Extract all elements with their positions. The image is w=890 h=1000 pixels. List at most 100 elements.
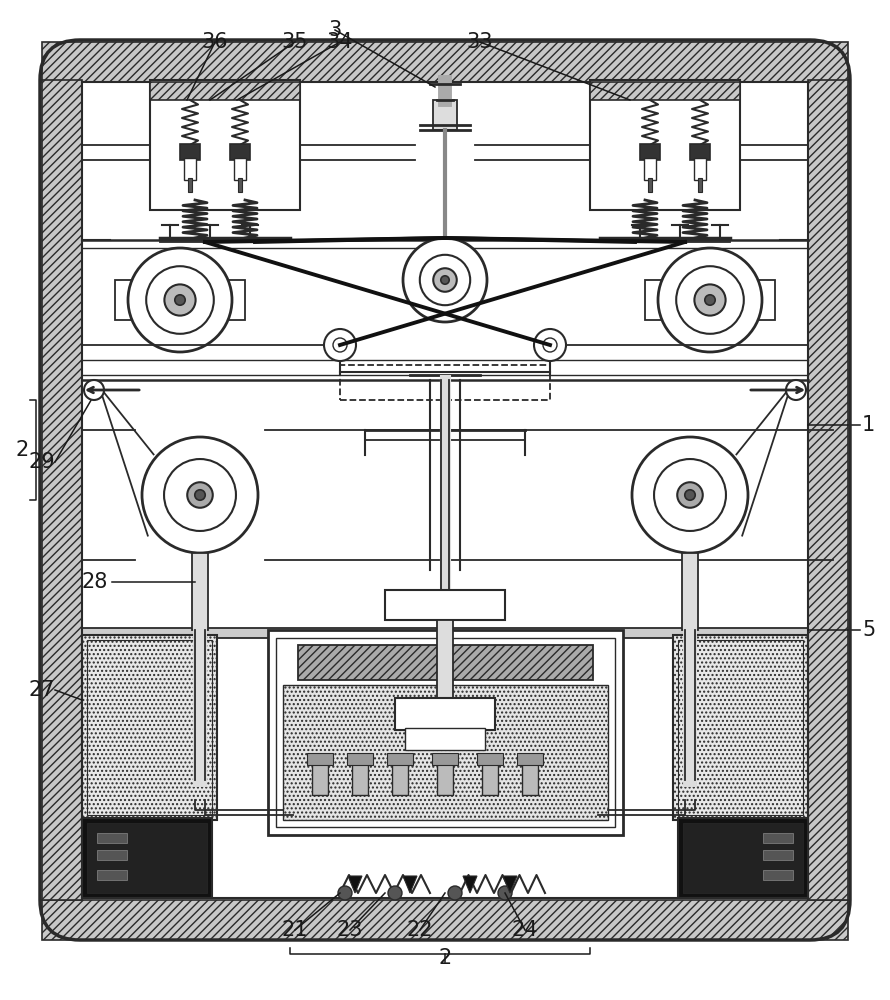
- Bar: [230, 144, 250, 160]
- Text: 23: 23: [336, 920, 363, 940]
- Bar: [644, 158, 656, 180]
- Text: 28: 28: [82, 572, 109, 592]
- Bar: [477, 753, 503, 765]
- Circle shape: [705, 295, 716, 305]
- Circle shape: [338, 886, 352, 900]
- Circle shape: [677, 482, 703, 508]
- Circle shape: [164, 459, 236, 531]
- Circle shape: [420, 255, 470, 305]
- Bar: [42, 900, 848, 940]
- Bar: [276, 638, 615, 827]
- Circle shape: [187, 482, 213, 508]
- Bar: [683, 823, 803, 893]
- Circle shape: [142, 437, 258, 553]
- Circle shape: [195, 490, 206, 500]
- Bar: [97, 850, 127, 860]
- Circle shape: [543, 338, 557, 352]
- Bar: [522, 755, 538, 795]
- Bar: [387, 753, 413, 765]
- Bar: [517, 753, 543, 765]
- Bar: [340, 365, 550, 400]
- Bar: [82, 818, 212, 898]
- Bar: [188, 178, 192, 192]
- Bar: [433, 100, 457, 130]
- Bar: [82, 82, 808, 898]
- Text: 34: 34: [327, 32, 353, 52]
- Bar: [395, 698, 495, 730]
- Circle shape: [388, 886, 402, 900]
- Bar: [640, 144, 660, 160]
- Bar: [385, 590, 505, 620]
- Bar: [590, 80, 740, 210]
- Bar: [673, 635, 808, 820]
- Bar: [268, 630, 623, 835]
- Polygon shape: [348, 876, 362, 893]
- Circle shape: [534, 329, 566, 361]
- Bar: [392, 755, 408, 795]
- Bar: [150, 80, 300, 210]
- Circle shape: [165, 284, 196, 316]
- Bar: [97, 833, 127, 843]
- Bar: [682, 553, 698, 630]
- Circle shape: [684, 490, 695, 500]
- Bar: [437, 620, 453, 700]
- Circle shape: [441, 276, 449, 284]
- Bar: [694, 158, 706, 180]
- Bar: [87, 640, 212, 815]
- Bar: [437, 755, 453, 795]
- Circle shape: [498, 886, 512, 900]
- Text: 1: 1: [862, 415, 875, 435]
- Circle shape: [403, 238, 487, 322]
- Bar: [678, 818, 808, 898]
- Bar: [87, 823, 207, 893]
- Circle shape: [433, 268, 457, 292]
- Bar: [150, 82, 300, 100]
- Bar: [482, 755, 498, 795]
- Circle shape: [654, 459, 726, 531]
- Text: 3: 3: [328, 20, 342, 40]
- Bar: [238, 178, 242, 192]
- Bar: [192, 553, 208, 630]
- Text: 29: 29: [28, 452, 55, 472]
- Bar: [432, 753, 458, 765]
- Circle shape: [174, 295, 185, 305]
- Bar: [347, 753, 373, 765]
- Bar: [307, 753, 333, 765]
- Bar: [808, 80, 848, 900]
- Bar: [763, 850, 793, 860]
- Circle shape: [786, 380, 806, 400]
- Text: 21: 21: [282, 920, 308, 940]
- Bar: [42, 42, 848, 82]
- Text: 27: 27: [28, 680, 55, 700]
- Bar: [115, 280, 145, 320]
- Bar: [82, 628, 808, 638]
- Polygon shape: [463, 876, 477, 893]
- Text: 2: 2: [439, 948, 451, 968]
- Bar: [184, 158, 196, 180]
- Circle shape: [448, 886, 462, 900]
- Bar: [312, 755, 328, 795]
- Bar: [234, 158, 246, 180]
- Circle shape: [658, 248, 762, 352]
- Bar: [698, 178, 702, 192]
- Text: 33: 33: [466, 32, 493, 52]
- Text: 24: 24: [512, 920, 538, 940]
- Text: 5: 5: [862, 620, 875, 640]
- Text: 2: 2: [15, 440, 28, 460]
- Text: 36: 36: [202, 32, 229, 52]
- Circle shape: [146, 266, 214, 334]
- Bar: [180, 144, 200, 160]
- Bar: [690, 144, 710, 160]
- Bar: [283, 685, 608, 820]
- Circle shape: [84, 380, 104, 400]
- Circle shape: [333, 338, 347, 352]
- Text: 35: 35: [282, 32, 308, 52]
- Bar: [352, 755, 368, 795]
- Bar: [97, 870, 127, 880]
- Bar: [678, 640, 803, 815]
- Bar: [215, 280, 245, 320]
- Text: 22: 22: [407, 920, 433, 940]
- Circle shape: [632, 437, 748, 553]
- Bar: [763, 833, 793, 843]
- Polygon shape: [503, 876, 517, 893]
